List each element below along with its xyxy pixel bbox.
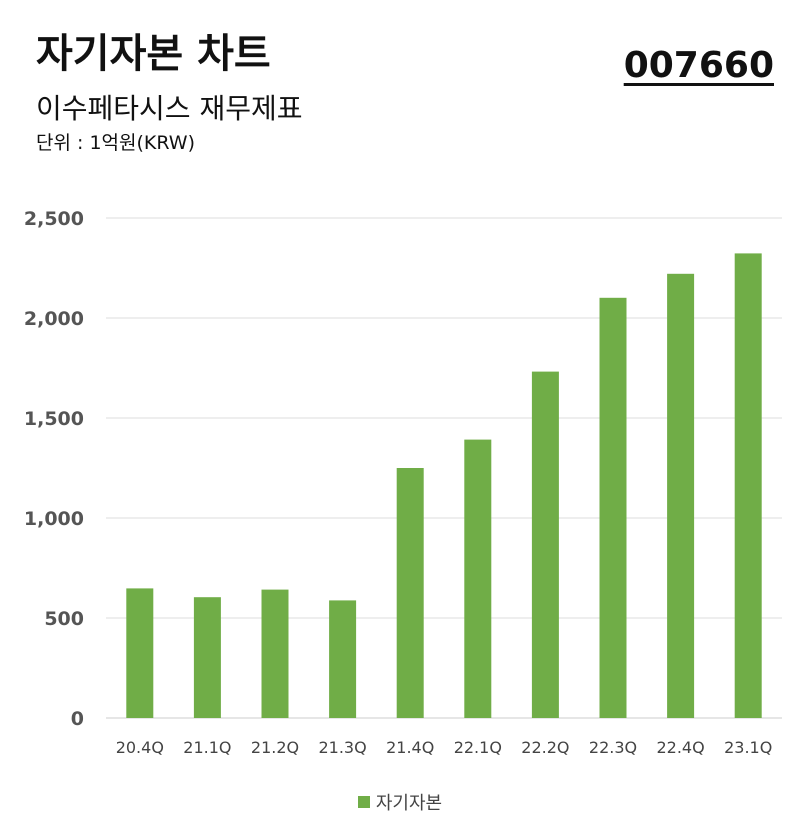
legend: 자기자본 xyxy=(0,789,800,815)
chart-subtitle: 이수페타시스 재무제표 xyxy=(36,92,303,125)
stock-code-link[interactable]: 007660 xyxy=(623,45,774,86)
bar xyxy=(734,253,762,718)
y-tick-label: 500 xyxy=(44,608,84,630)
x-tick-label: 21.1Q xyxy=(183,738,231,757)
bar xyxy=(667,273,695,718)
unit-label: 단위 : 1억원(KRW) xyxy=(36,132,195,154)
y-tick-label: 1,000 xyxy=(24,508,84,530)
x-tick-label: 23.1Q xyxy=(724,738,772,757)
bar xyxy=(193,597,221,718)
y-tick-label: 2,500 xyxy=(24,208,84,230)
bar xyxy=(464,439,492,718)
y-tick-label: 0 xyxy=(71,708,84,730)
x-tick-label: 21.2Q xyxy=(251,738,299,757)
x-tick-label: 22.1Q xyxy=(454,738,502,757)
x-tick-label: 22.3Q xyxy=(589,738,637,757)
chart-title: 자기자본 차트 xyxy=(36,31,271,77)
legend-swatch xyxy=(357,796,370,808)
bar xyxy=(126,588,154,718)
bar xyxy=(396,468,424,718)
bar xyxy=(599,297,627,718)
bar xyxy=(531,371,559,718)
legend-label: 자기자본 xyxy=(375,793,443,814)
x-tick-label: 22.4Q xyxy=(656,738,704,757)
y-tick-label: 1,500 xyxy=(24,408,84,430)
x-tick-label: 21.4Q xyxy=(386,738,434,757)
y-tick-label: 2,000 xyxy=(24,308,84,330)
bar xyxy=(329,600,357,718)
x-tick-label: 22.2Q xyxy=(521,738,569,757)
x-tick-label: 21.3Q xyxy=(318,738,366,757)
x-tick-label: 20.4Q xyxy=(116,738,164,757)
bar xyxy=(261,589,289,718)
